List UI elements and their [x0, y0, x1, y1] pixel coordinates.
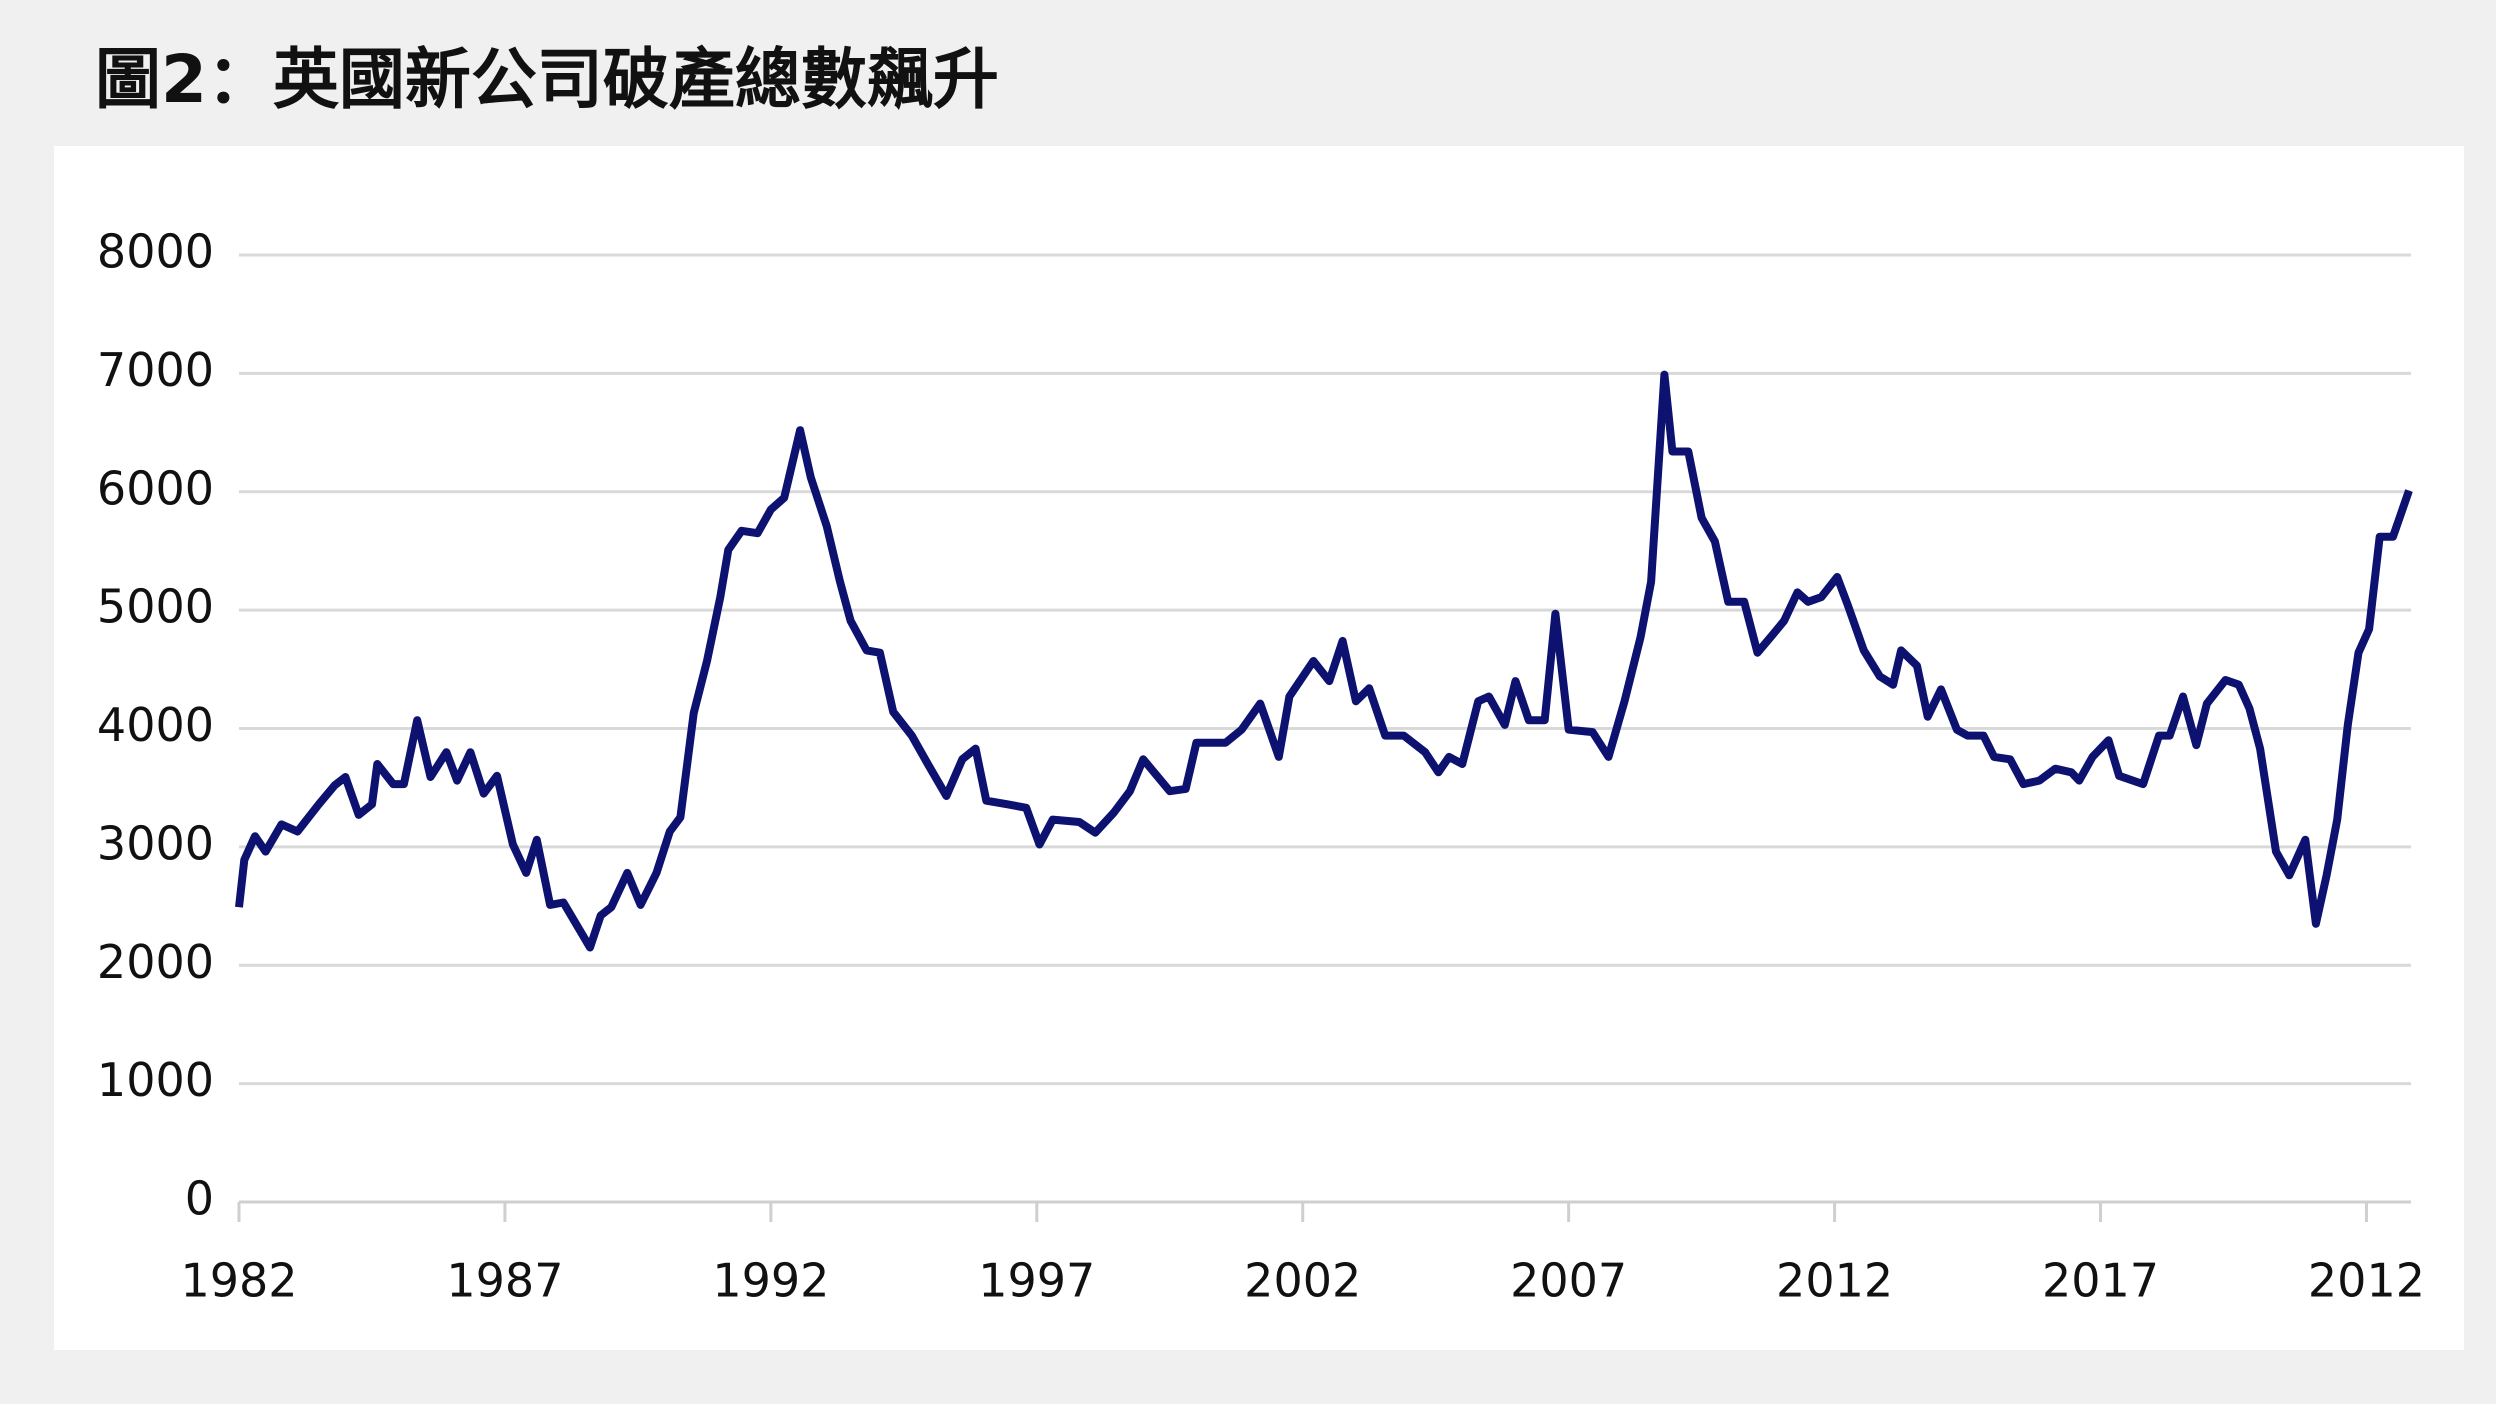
data-line [235, 370, 2413, 952]
x-tick-label: 1987 [446, 1254, 563, 1308]
y-tick-label: 7000 [97, 343, 214, 397]
x-tick-label: 2012 [2308, 1254, 2425, 1308]
y-tick-label: 6000 [97, 461, 214, 515]
x-tick-label: 1992 [712, 1254, 829, 1308]
plot-panel [54, 146, 2464, 1350]
y-tick-label: 1000 [97, 1053, 214, 1107]
x-tick-label: 1997 [978, 1254, 1095, 1308]
x-tick-label: 2017 [2042, 1254, 2159, 1308]
y-tick-label: 5000 [97, 580, 214, 634]
x-tick-label: 1982 [180, 1254, 297, 1308]
x-tick-label: 2007 [1510, 1254, 1627, 1308]
y-tick-label: 0 [185, 1172, 214, 1226]
y-tick-label: 2000 [97, 935, 214, 989]
y-tick-label: 3000 [97, 816, 214, 870]
x-tick-label: 2002 [1244, 1254, 1361, 1308]
chart-title: 圖2：英國新公司破產總數飆升 [95, 41, 999, 118]
x-tick-label: 2012 [1776, 1254, 1893, 1308]
y-tick-label: 4000 [97, 698, 214, 752]
y-tick-label: 8000 [97, 225, 214, 279]
